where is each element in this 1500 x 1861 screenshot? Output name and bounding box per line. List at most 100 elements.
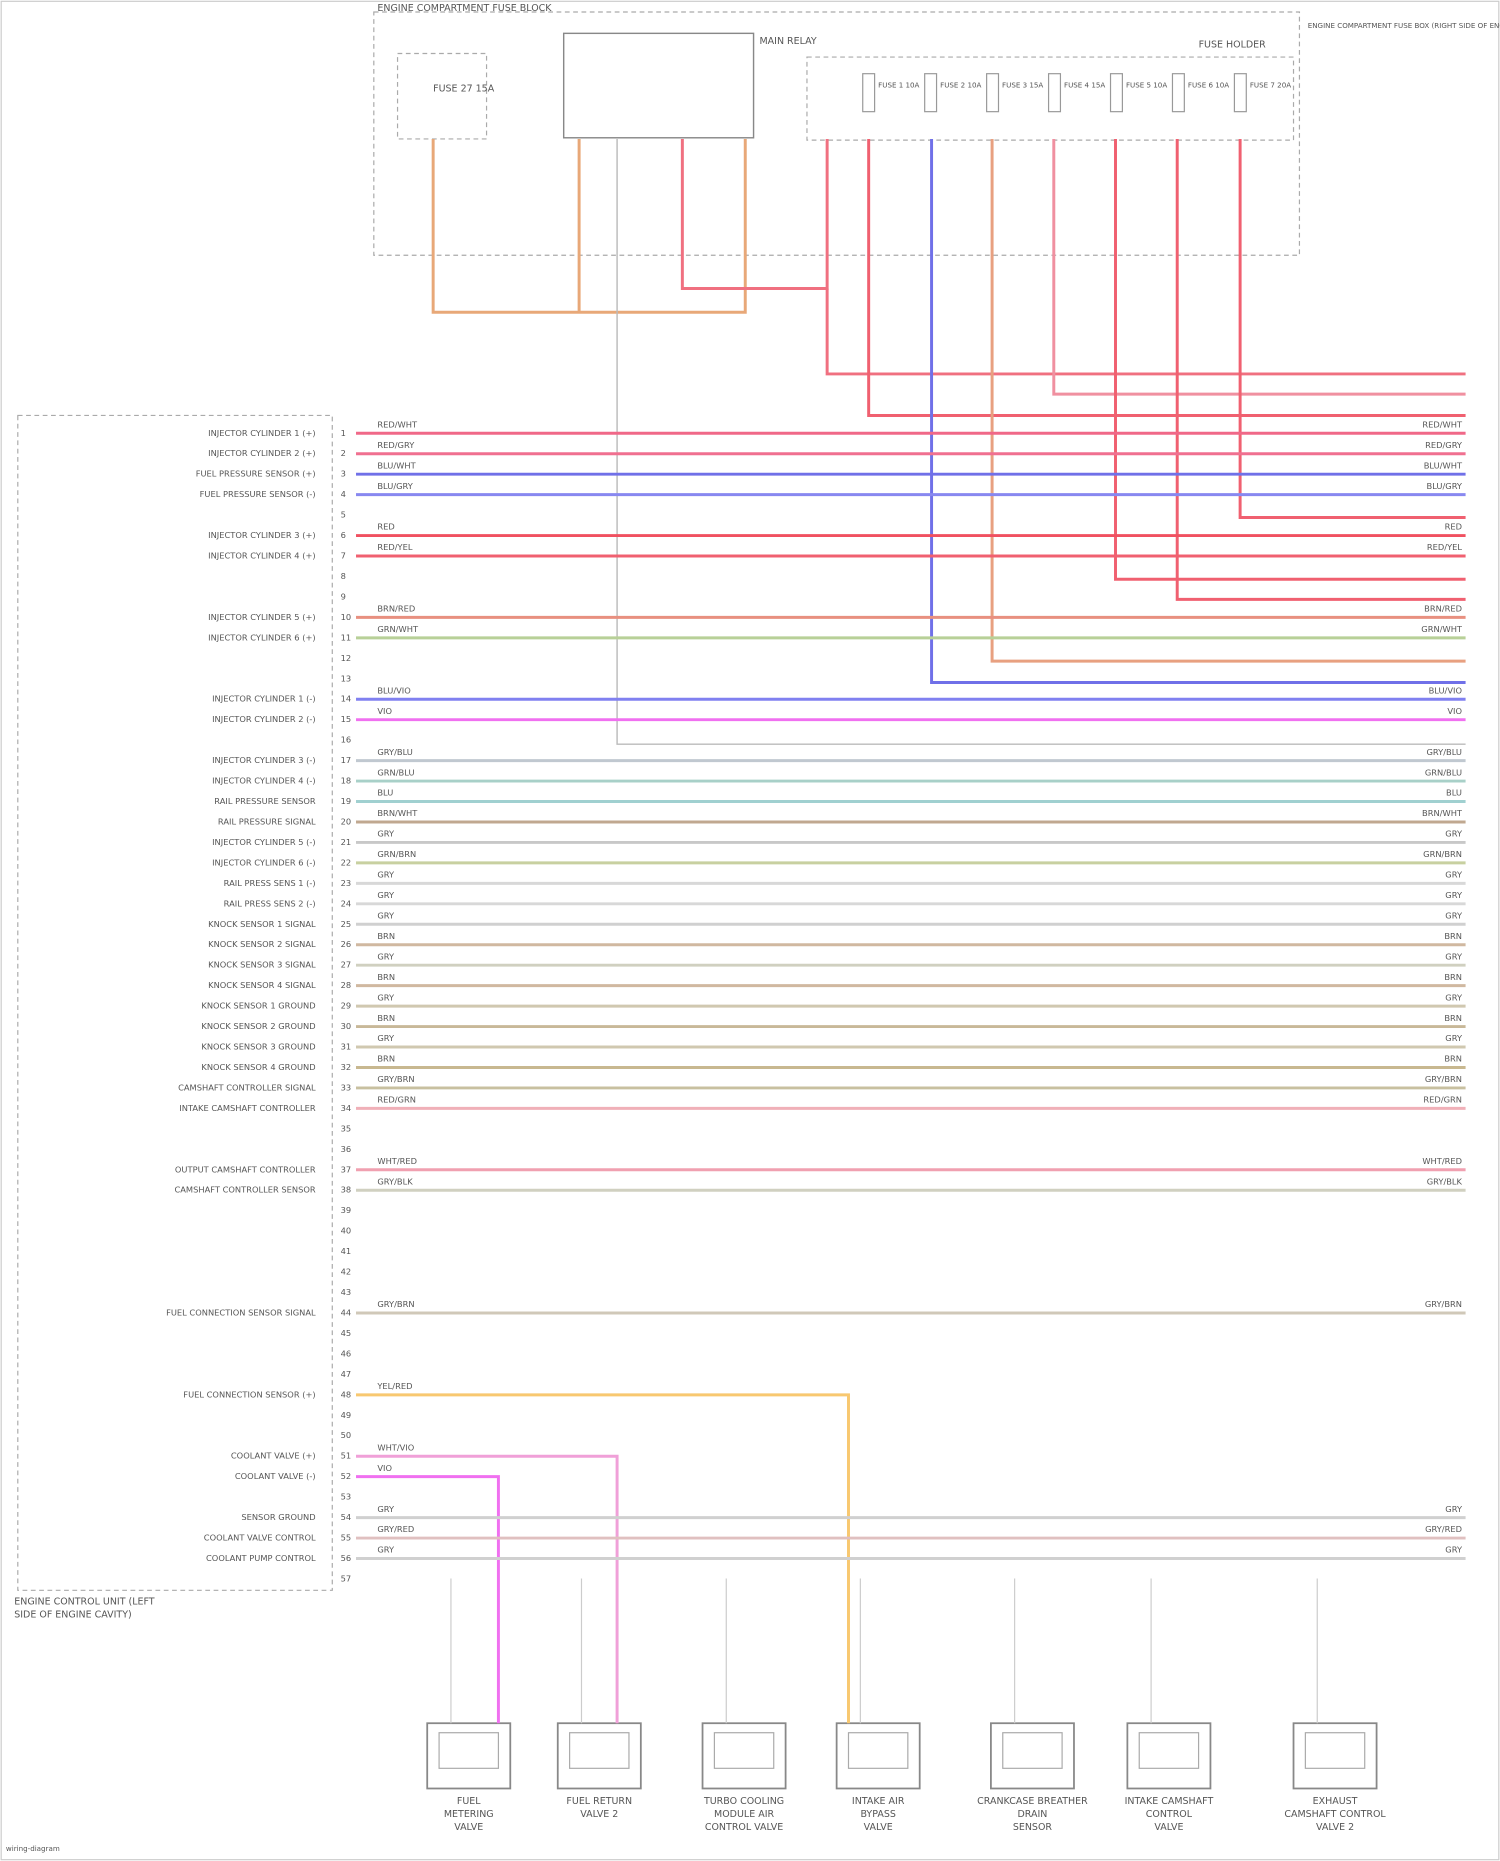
component-name: CONTROL VALVE bbox=[705, 1822, 783, 1833]
wire-code: RED/GRN bbox=[377, 1095, 416, 1105]
wire-code: GRY/RED bbox=[1425, 1524, 1462, 1534]
fuse-label: FUSE 1 10A bbox=[878, 81, 919, 90]
wire-code: GRN/BLU bbox=[1425, 767, 1462, 777]
wire-code: BRN bbox=[1444, 972, 1462, 982]
component bbox=[835, 1722, 921, 1790]
pin-number: 43 bbox=[341, 1287, 352, 1297]
wire-code: GRY/BRN bbox=[377, 1299, 414, 1309]
fuse-label: FUSE 7 20A bbox=[1250, 81, 1291, 90]
pin-label: INTAKE CAMSHAFT CONTROLLER bbox=[179, 1103, 316, 1113]
pin-number: 49 bbox=[341, 1410, 352, 1420]
wire-code: WHT/RED bbox=[1422, 1156, 1462, 1166]
pin-number: 24 bbox=[341, 898, 352, 908]
pin-number: 52 bbox=[341, 1471, 352, 1481]
pin-label: INJECTOR CYLINDER 1 (-) bbox=[212, 694, 316, 704]
component-name: FUEL bbox=[457, 1796, 481, 1807]
wire-code: GRY/BRN bbox=[1425, 1299, 1462, 1309]
pin-number: 1 bbox=[341, 428, 346, 438]
pin-number: 28 bbox=[341, 980, 352, 990]
pin-label: KNOCK SENSOR 3 GROUND bbox=[201, 1042, 315, 1052]
wire-code: GRY bbox=[1445, 992, 1463, 1002]
wire-code: GRY bbox=[1445, 1545, 1463, 1555]
wire-code: GRY/BLU bbox=[377, 747, 413, 757]
ecu-outline bbox=[17, 414, 333, 1591]
wire-code: GRN/BLU bbox=[377, 767, 414, 777]
component-name: METERING bbox=[444, 1809, 494, 1820]
main-relay-label: MAIN RELAY bbox=[759, 36, 816, 47]
wire-code: RED/WHT bbox=[1422, 419, 1463, 429]
pin-label: COOLANT VALVE CONTROL bbox=[204, 1533, 316, 1543]
pin-number: 13 bbox=[341, 673, 352, 683]
pin-label: CAMSHAFT CONTROLLER SENSOR bbox=[174, 1185, 315, 1195]
fuse-label: FUSE 3 15A bbox=[1002, 81, 1043, 90]
pin-number: 23 bbox=[341, 878, 352, 888]
component-name: VALVE 2 bbox=[580, 1809, 618, 1820]
wire-code: RED bbox=[1445, 522, 1462, 532]
component-name: BYPASS bbox=[860, 1809, 895, 1820]
wire-code: BRN bbox=[377, 1013, 395, 1023]
wire-code: BLU/GRY bbox=[1427, 481, 1463, 491]
wire-code: VIO bbox=[377, 1463, 392, 1473]
wire-code: WHT/RED bbox=[377, 1156, 417, 1166]
wire bbox=[356, 1475, 500, 1724]
pin-number: 21 bbox=[341, 837, 352, 847]
pin-label: RAIL PRESSURE SENSOR bbox=[214, 796, 316, 806]
wire-code: BRN bbox=[377, 972, 395, 982]
component-name: MODULE AIR bbox=[714, 1809, 774, 1820]
fuse-label: FUSE 6 10A bbox=[1188, 81, 1229, 90]
pin-number: 53 bbox=[341, 1492, 352, 1502]
pin-label: FUEL PRESSURE SENSOR (+) bbox=[196, 469, 316, 479]
fuse-box-note: ENGINE COMPARTMENT FUSE BOX (RIGHT SIDE … bbox=[1308, 21, 1500, 30]
wire-code: BLU/VIO bbox=[377, 685, 411, 695]
pin-label: INJECTOR CYLINDER 1 (+) bbox=[208, 428, 316, 438]
pin-number: 36 bbox=[341, 1144, 352, 1154]
pin-number: 29 bbox=[341, 1001, 352, 1011]
wire-code: GRY bbox=[1445, 870, 1463, 880]
wire-code: GRY bbox=[377, 829, 395, 839]
wire-code: GRY bbox=[1445, 1504, 1463, 1514]
pin-label: KNOCK SENSOR 2 GROUND bbox=[201, 1021, 315, 1031]
pin-number: 11 bbox=[341, 632, 352, 642]
component-plug bbox=[569, 1732, 630, 1769]
pin-label: RAIL PRESS SENS 2 (-) bbox=[224, 898, 316, 908]
pin-number: 46 bbox=[341, 1348, 352, 1358]
wire-code: GRN/BRN bbox=[1423, 849, 1462, 859]
pin-label: RAIL PRESSURE SIGNAL bbox=[218, 816, 316, 826]
wire-code: GRY bbox=[377, 1545, 395, 1555]
wire-code: BRN bbox=[1444, 931, 1462, 941]
component-name: INTAKE AIR bbox=[852, 1796, 905, 1807]
pin-number: 9 bbox=[341, 591, 346, 601]
pin-number: 34 bbox=[341, 1103, 352, 1113]
pin-label: OUTPUT CAMSHAFT CONTROLLER bbox=[175, 1164, 316, 1174]
wire-code: BRN/RED bbox=[1424, 604, 1462, 614]
component-name: INTAKE CAMSHAFT bbox=[1125, 1796, 1214, 1807]
wire-code: GRN/WHT bbox=[377, 624, 419, 634]
pin-label: INJECTOR CYLINDER 6 (-) bbox=[212, 857, 316, 867]
wire bbox=[356, 1393, 850, 1724]
pin-number: 33 bbox=[341, 1082, 352, 1092]
wire-code: GRY/BLK bbox=[377, 1176, 413, 1186]
left-fuse-box bbox=[396, 52, 488, 140]
wire-code: RED/YEL bbox=[1427, 542, 1463, 552]
pin-number: 50 bbox=[341, 1430, 352, 1440]
wire-code: RED bbox=[377, 522, 394, 532]
pin-number: 12 bbox=[341, 653, 352, 663]
pin-number: 3 bbox=[341, 469, 346, 479]
fuse bbox=[924, 73, 938, 113]
fuse-label: FUSE 5 10A bbox=[1126, 81, 1167, 90]
wire-code: GRY bbox=[377, 890, 395, 900]
component-name: EXHAUST bbox=[1313, 1796, 1358, 1807]
wire-code: RED/GRY bbox=[377, 440, 415, 450]
wire-code: BRN/RED bbox=[377, 604, 415, 614]
pin-number: 40 bbox=[341, 1226, 352, 1236]
wire-code: GRY bbox=[1445, 951, 1463, 961]
pin-label: KNOCK SENSOR 1 SIGNAL bbox=[208, 919, 316, 929]
wire-code: GRY/BLU bbox=[1427, 747, 1463, 757]
pin-number: 37 bbox=[341, 1164, 352, 1174]
footer: wiring-diagram bbox=[6, 1844, 60, 1853]
pin-number: 32 bbox=[341, 1062, 352, 1072]
pin-label: INJECTOR CYLINDER 3 (-) bbox=[212, 755, 316, 765]
pin-label: INJECTOR CYLINDER 3 (+) bbox=[208, 530, 316, 540]
pin-number: 8 bbox=[341, 571, 346, 581]
